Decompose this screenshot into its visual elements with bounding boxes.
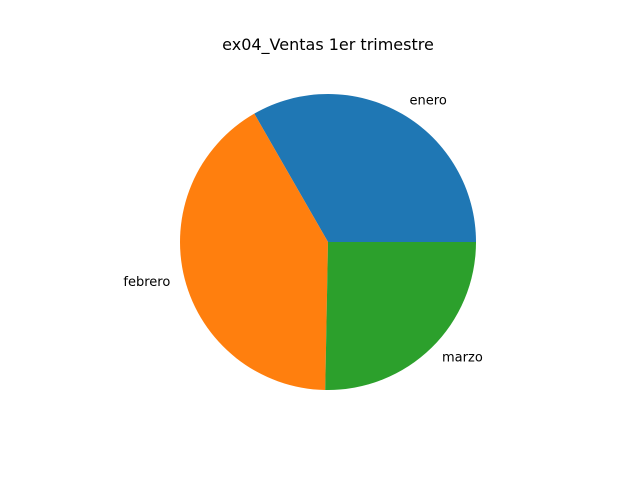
pie-label-marzo: marzo: [442, 351, 483, 366]
chart-title: ex04_Ventas 1er trimestre: [222, 35, 434, 55]
pie-slice-febrero: [180, 113, 328, 390]
pie-slice-enero: [254, 93, 476, 242]
pie-slice-marzo: [325, 242, 476, 390]
pie-label-enero: enero: [410, 94, 447, 109]
pie-labels: enero febrero marzo: [123, 94, 482, 366]
pie-slices: [180, 93, 476, 390]
pie-label-febrero: febrero: [123, 275, 170, 290]
